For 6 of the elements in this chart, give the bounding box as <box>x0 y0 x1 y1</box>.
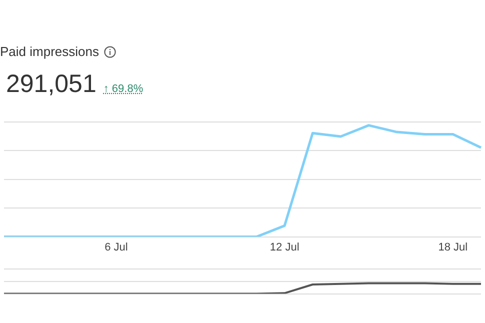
x-tick-label: 12 Jul <box>270 241 300 254</box>
x-tick-label: 6 Jul <box>104 241 128 254</box>
chart-subtitle: 291,051 <box>6 70 96 99</box>
text: ↑ 69.8% <box>103 83 144 95</box>
chart-title: Paid impressions <box>0 44 99 59</box>
x-tick-label: 18 Jul <box>438 241 468 254</box>
